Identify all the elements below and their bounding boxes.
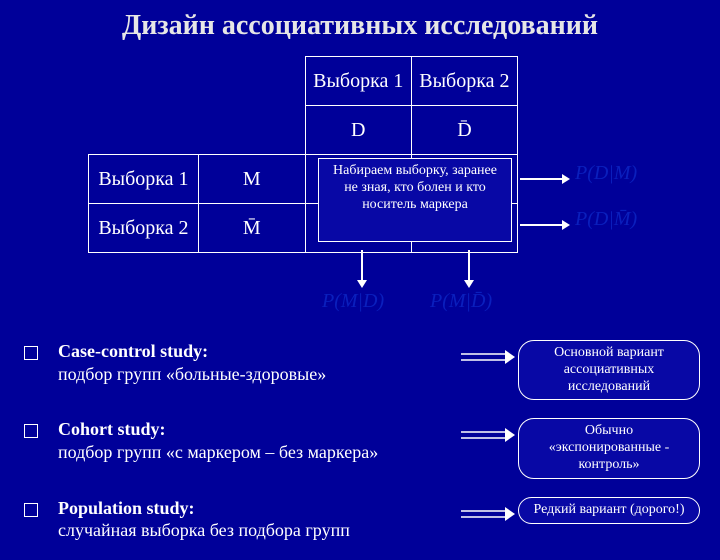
list-item: Population study: случайная выборка без …	[24, 497, 704, 542]
prob-m-given-dbar: P(M|D̄)	[430, 290, 492, 313]
bullet-marker	[24, 503, 38, 517]
arrow-right-icon	[458, 507, 518, 521]
col-header-2: Выборка 2	[411, 57, 517, 106]
overlay-note: Набираем выборку, заранее не зная, кто б…	[318, 158, 512, 242]
study-title: Case-control study:	[58, 341, 208, 361]
arrow-right-icon	[458, 428, 518, 442]
prob-d-given-m: P(D|M)	[575, 162, 637, 185]
col-header-1: Выборка 1	[305, 57, 411, 106]
arrow-down-2	[462, 250, 476, 288]
row-sub-m: M	[198, 155, 305, 204]
study-sub: подбор групп «с маркером – без маркера»	[58, 442, 378, 462]
prob-m-given-d: P(M|D)	[322, 290, 384, 313]
bullet-marker	[24, 346, 38, 360]
arrow-right-icon	[458, 350, 518, 364]
study-list: Case-control study: подбор групп «больны…	[24, 340, 704, 560]
page-title: Дизайн ассоциативных исследований	[0, 0, 720, 42]
arrow-right-1	[520, 172, 570, 186]
col-sub-dbar: D̄	[411, 106, 517, 155]
arrow-right-2	[520, 218, 570, 232]
study-title: Cohort study:	[58, 419, 166, 439]
study-pill: Обычно «экспонированные - контроль»	[518, 418, 700, 478]
study-sub: подбор групп «больные-здоровые»	[58, 364, 326, 384]
row-sub-mbar: M̄	[198, 204, 305, 253]
study-pill: Основной вариант ассоциативных исследова…	[518, 340, 700, 400]
col-sub-d: D	[305, 106, 411, 155]
prob-d-given-mbar: P(D|M̄)	[575, 208, 637, 231]
list-item: Case-control study: подбор групп «больны…	[24, 340, 704, 400]
row-header-1: Выборка 1	[89, 155, 199, 204]
row-header-2: Выборка 2	[89, 204, 199, 253]
study-title: Population study:	[58, 498, 195, 518]
arrow-down-1	[355, 250, 369, 288]
list-item: Cohort study: подбор групп «с маркером –…	[24, 418, 704, 478]
bullet-marker	[24, 424, 38, 438]
study-sub: случайная выборка без подбора групп	[58, 520, 350, 540]
study-pill: Редкий вариант (дорого!)	[518, 497, 700, 524]
